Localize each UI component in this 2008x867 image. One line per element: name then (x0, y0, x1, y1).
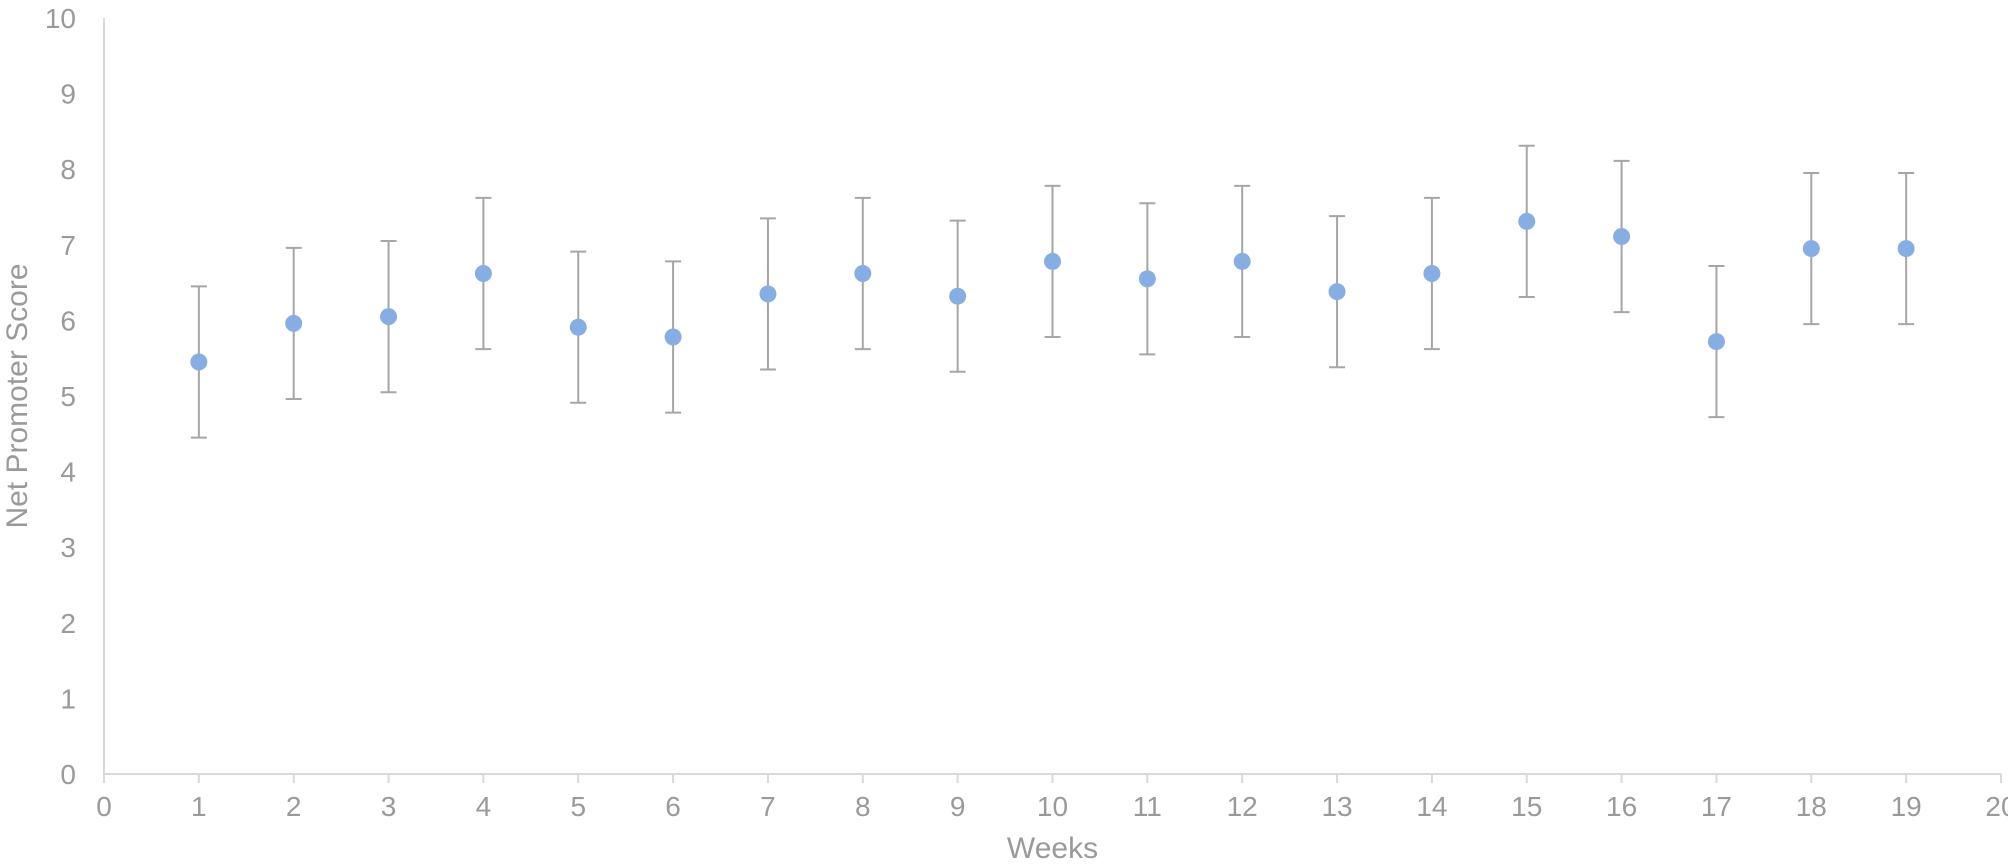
x-tick-label: 14 (1416, 791, 1447, 822)
data-point (854, 265, 872, 283)
y-tick-label: 9 (60, 79, 76, 110)
x-tick-label: 15 (1511, 791, 1542, 822)
y-tick-label: 10 (45, 3, 76, 34)
y-tick-label: 8 (60, 154, 76, 185)
data-point (1138, 270, 1156, 288)
y-tick-label: 4 (60, 457, 76, 488)
data-point (1897, 240, 1915, 258)
data-point (380, 308, 398, 326)
x-tick-label: 8 (855, 791, 871, 822)
y-tick-label: 3 (60, 532, 76, 563)
data-point (949, 287, 967, 305)
y-tick-label: 0 (60, 759, 76, 790)
x-tick-label: 4 (476, 791, 492, 822)
x-tick-label: 0 (96, 791, 112, 822)
data-point (1518, 212, 1536, 230)
x-tick-label: 11 (1133, 791, 1162, 822)
data-point (1707, 333, 1725, 351)
tick-labels: 0123456789101112131415161718192001234567… (45, 3, 2008, 822)
x-tick-label: 13 (1321, 791, 1352, 822)
error-bars (190, 144, 1915, 439)
data-point (1802, 240, 1820, 258)
x-tick-label: 5 (570, 791, 586, 822)
x-tick-label: 1 (191, 791, 207, 822)
data-point (1423, 265, 1441, 283)
y-tick-label: 5 (60, 381, 76, 412)
data-point (759, 285, 777, 303)
data-point (474, 265, 492, 283)
data-point (1044, 252, 1061, 270)
data-points (190, 212, 1915, 371)
data-point (1613, 227, 1631, 245)
x-tick-label: 7 (760, 791, 776, 822)
x-axis-title: Weeks (1007, 832, 1098, 865)
x-tick-label: 2 (286, 791, 302, 822)
y-tick-label: 2 (60, 608, 76, 639)
x-tick-label: 3 (381, 791, 397, 822)
x-tick-label: 20 (1985, 791, 2008, 822)
axes (103, 18, 2002, 783)
data-point (1233, 252, 1251, 270)
y-tick-label: 7 (60, 230, 76, 261)
data-point (1328, 283, 1346, 301)
x-tick-label: 17 (1701, 791, 1732, 822)
y-axis-title: Net Promoter Score (1, 263, 34, 528)
x-tick-label: 6 (665, 791, 681, 822)
y-tick-label: 6 (60, 305, 76, 336)
data-point (569, 318, 587, 336)
y-tick-label: 1 (60, 683, 76, 714)
x-tick-label: 19 (1891, 791, 1922, 822)
x-tick-label: 18 (1796, 791, 1827, 822)
x-tick-label: 12 (1227, 791, 1258, 822)
x-tick-label: 10 (1037, 791, 1068, 822)
x-tick-label: 9 (950, 791, 966, 822)
x-tick-label: 16 (1606, 791, 1637, 822)
data-point (664, 328, 682, 346)
data-point (285, 314, 303, 332)
data-point (190, 353, 208, 371)
